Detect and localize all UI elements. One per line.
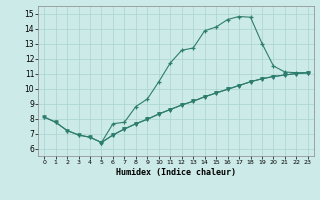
X-axis label: Humidex (Indice chaleur): Humidex (Indice chaleur) [116,168,236,177]
